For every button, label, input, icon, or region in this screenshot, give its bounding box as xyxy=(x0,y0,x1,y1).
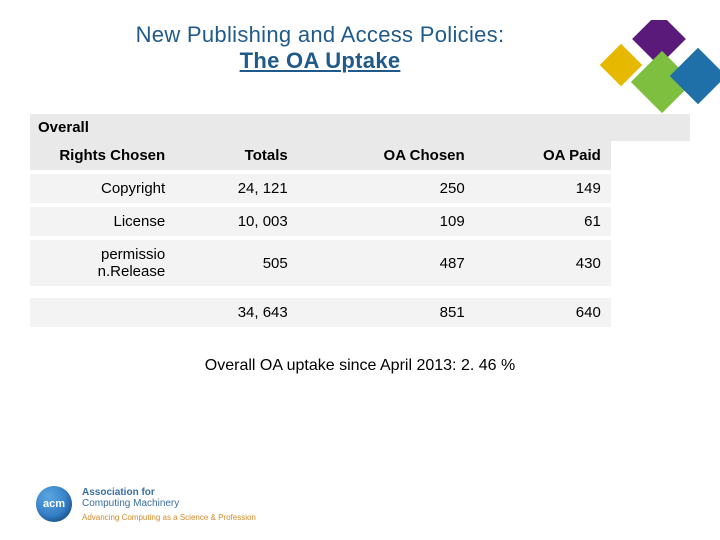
row-oa-paid: 61 xyxy=(475,205,611,238)
row-totals: 505 xyxy=(175,238,298,288)
acm-badge-icon: acm xyxy=(36,486,72,522)
totals-spacer xyxy=(611,298,690,329)
col-spacer xyxy=(611,141,690,172)
table-row: permissio n.Release505487430 xyxy=(30,238,690,288)
row-oa-chosen: 487 xyxy=(298,238,475,288)
title-line-1: New Publishing and Access Policies: xyxy=(0,22,640,48)
table-container: Overall Rights Chosen Totals OA Chosen O… xyxy=(30,114,690,331)
table-row: License10, 00310961 xyxy=(30,205,690,238)
logo-tagline: Advancing Computing as a Science & Profe… xyxy=(82,513,256,522)
corner-decor xyxy=(600,20,720,140)
table-header-row: Rights Chosen Totals OA Chosen OA Paid xyxy=(30,141,690,172)
row-label: Copyright xyxy=(30,172,175,205)
col-oa-chosen: OA Chosen xyxy=(298,141,475,172)
row-totals: 10, 003 xyxy=(175,205,298,238)
footer-note: Overall OA uptake since April 2013: 2. 4… xyxy=(0,357,720,375)
totals-row: 34, 643851640 xyxy=(30,298,690,329)
totals-totals: 34, 643 xyxy=(175,298,298,329)
logo-line-2: Computing Machinery xyxy=(82,498,256,509)
row-oa-paid: 149 xyxy=(475,172,611,205)
col-rights: Rights Chosen xyxy=(30,141,175,172)
totals-oa-chosen: 851 xyxy=(298,298,475,329)
overall-header: Overall xyxy=(30,114,690,141)
acm-logo: acm Association for Computing Machinery … xyxy=(36,486,256,522)
row-spacer xyxy=(611,238,690,288)
col-totals: Totals xyxy=(175,141,298,172)
row-oa-chosen: 109 xyxy=(298,205,475,238)
totals-oa-paid: 640 xyxy=(475,298,611,329)
title-line-2: The OA Uptake xyxy=(0,48,640,74)
row-spacer xyxy=(611,205,690,238)
row-label: permissio n.Release xyxy=(30,238,175,288)
row-oa-paid: 430 xyxy=(475,238,611,288)
row-totals: 24, 121 xyxy=(175,172,298,205)
logo-text: Association for Computing Machinery Adva… xyxy=(82,487,256,522)
col-oa-paid: OA Paid xyxy=(475,141,611,172)
logo-line-1: Association for xyxy=(82,487,256,498)
row-oa-chosen: 250 xyxy=(298,172,475,205)
uptake-table: Rights Chosen Totals OA Chosen OA Paid C… xyxy=(30,141,690,331)
table-row: Copyright24, 121250149 xyxy=(30,172,690,205)
row-spacer xyxy=(611,172,690,205)
totals-label xyxy=(30,298,175,329)
row-label: License xyxy=(30,205,175,238)
